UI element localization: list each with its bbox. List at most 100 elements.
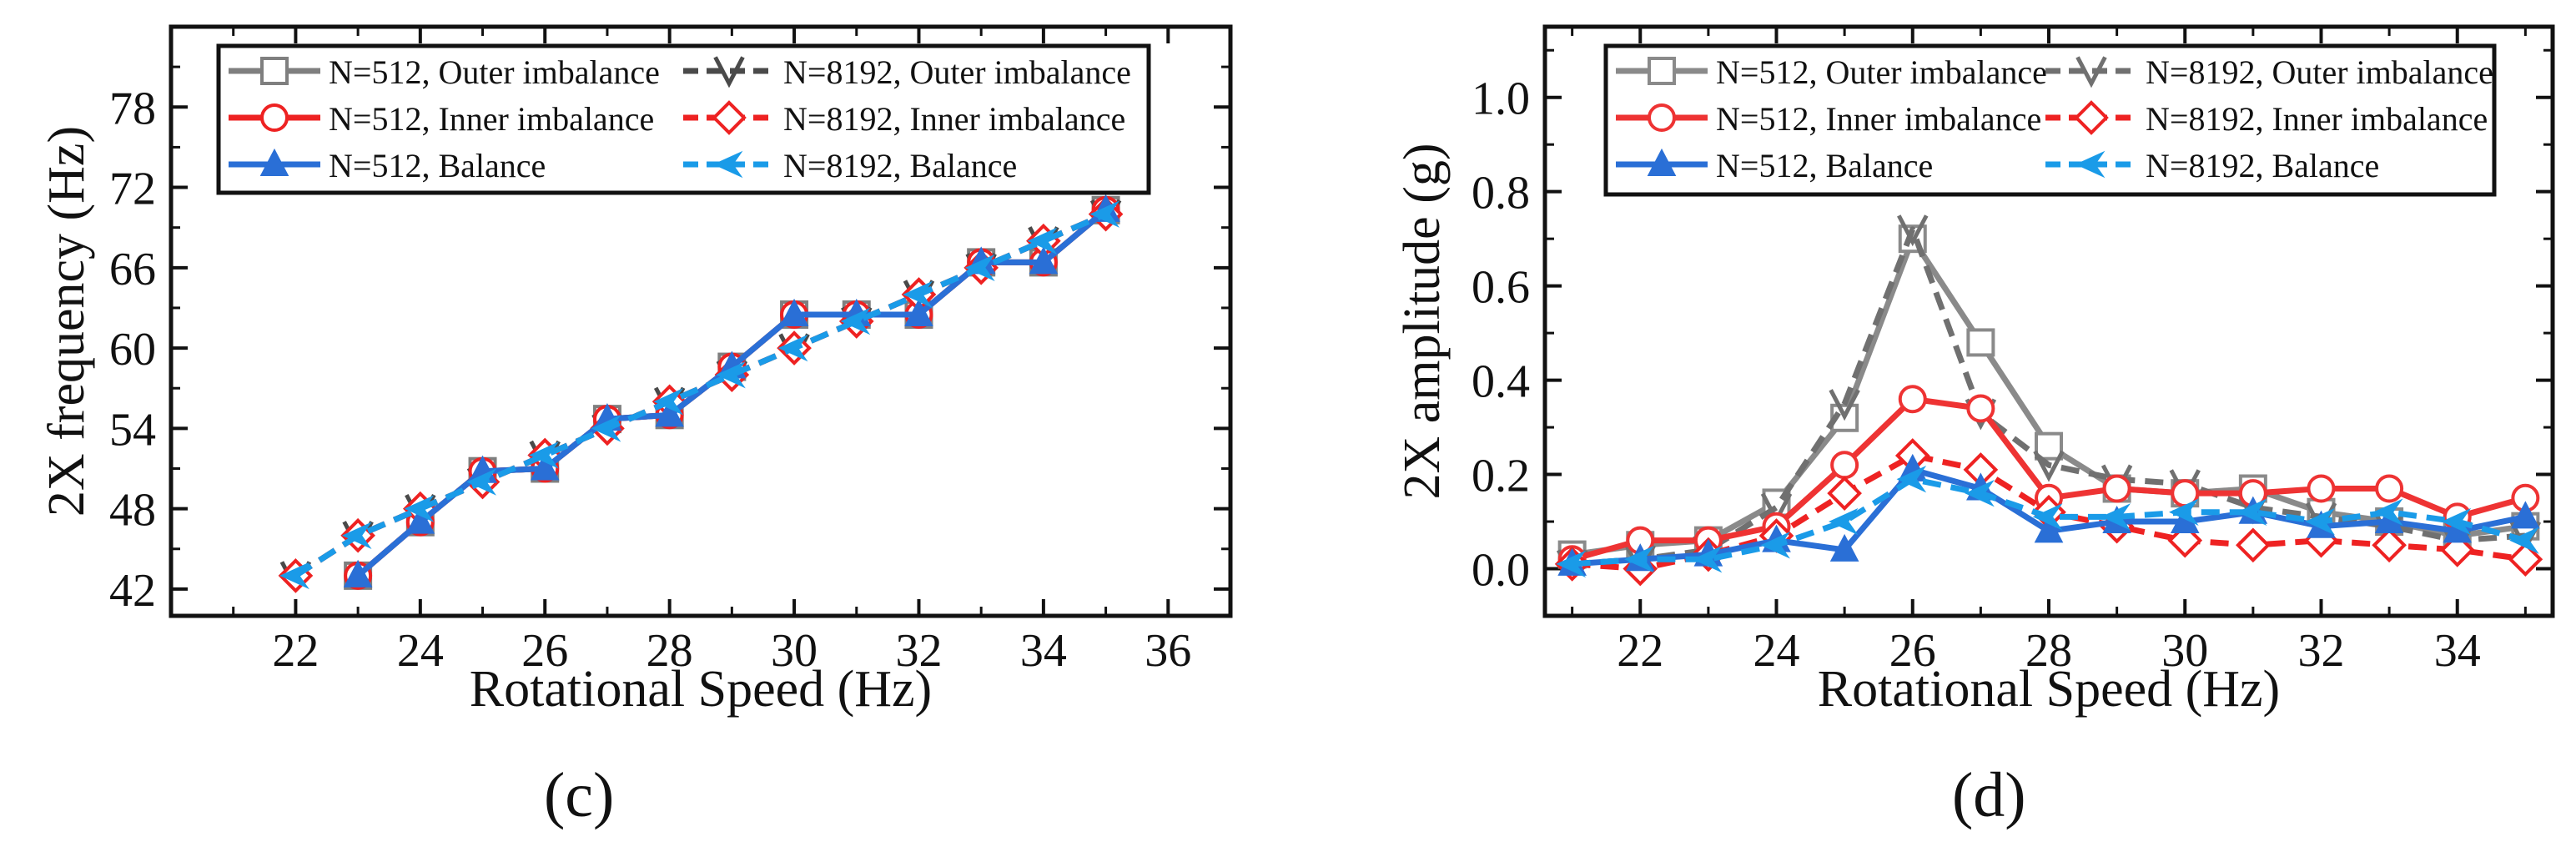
data-point	[1556, 550, 1587, 578]
data-point	[2035, 431, 2063, 461]
x-tick-label: 24	[397, 625, 444, 677]
data-point	[1966, 328, 1995, 357]
series-line	[1572, 226, 2526, 567]
data-point	[653, 388, 684, 416]
y-tick-label: 54	[109, 404, 156, 456]
plot-frame	[169, 24, 1233, 618]
x-tick-label: 22	[272, 625, 319, 677]
legend-label: N=8192, Outer imbalance	[2146, 53, 2493, 91]
legend-label: N=512, Outer imbalance	[1716, 53, 2047, 91]
y-tick-label: 0.8	[1472, 168, 1530, 219]
legend-marker	[1648, 57, 1676, 85]
legend-marker	[260, 103, 289, 132]
x-tick-label: 22	[1617, 625, 1663, 677]
x-tick-label: 34	[2434, 625, 2481, 677]
legend-label: N=8192, Inner imbalance	[783, 100, 1125, 138]
data-point	[1089, 200, 1120, 228]
data-point	[655, 399, 684, 427]
data-point	[2169, 498, 2199, 526]
x-tick-label: 36	[1145, 625, 1191, 677]
data-point	[1829, 389, 1860, 421]
data-point	[779, 298, 809, 326]
panel-label-c: (c)	[544, 760, 615, 830]
data-point	[964, 254, 995, 282]
data-point	[2307, 474, 2336, 503]
panel-label-d: (d)	[1952, 760, 2026, 830]
data-point	[1760, 532, 1790, 559]
data-point	[2034, 515, 2064, 543]
data-point	[2236, 498, 2267, 526]
x-tick-label: 28	[647, 625, 693, 677]
x-tick-label: 24	[1753, 625, 1800, 677]
legend-marker	[259, 148, 289, 176]
data-point	[530, 452, 560, 481]
x-tick-label: 26	[521, 625, 568, 677]
data-point	[903, 280, 933, 309]
data-point	[2511, 501, 2540, 529]
y-tick-label: 72	[109, 164, 156, 215]
legend-label: N=512, Inner imbalance	[1716, 100, 2041, 138]
series-5	[279, 200, 1120, 590]
data-point	[1830, 451, 1859, 480]
x-tick-label: 34	[1020, 625, 1067, 677]
y-axis-label: 2X amplitude (g)	[1394, 143, 1451, 499]
data-point	[1828, 507, 1859, 536]
legend-marker	[2075, 56, 2107, 88]
series-5	[1556, 465, 2539, 578]
data-point	[1966, 394, 1995, 423]
data-point	[529, 441, 559, 469]
y-axis-label: 2X frequency (Hz)	[38, 126, 95, 517]
data-point	[1692, 546, 1723, 573]
x-tick-label: 32	[2297, 625, 2344, 677]
legend-label: N=8192, Balance	[783, 147, 1017, 184]
data-point	[2375, 474, 2404, 503]
data-point	[777, 334, 808, 362]
x-tick-label: 28	[2025, 625, 2072, 677]
legend-label: N=512, Outer imbalance	[329, 53, 660, 91]
legend: N=512, Outer imbalance N=8192, Outer imba…	[216, 43, 1151, 195]
data-point	[2236, 527, 2271, 563]
data-point	[2305, 507, 2335, 536]
data-point	[1029, 246, 1059, 275]
legend-marker	[713, 56, 745, 88]
y-tick-label: 0.0	[1472, 545, 1530, 597]
legend-marker	[712, 150, 743, 179]
x-axis-label: Rotational Speed (Hz)	[470, 661, 932, 718]
legend-label: N=8192, Inner imbalance	[2146, 100, 2488, 138]
data-point	[2372, 498, 2403, 526]
data-point	[343, 559, 373, 587]
y-tick-label: 48	[109, 485, 156, 537]
data-point	[1829, 533, 1859, 562]
data-point	[341, 522, 372, 549]
x-tick-label: 30	[2161, 625, 2208, 677]
y-tick-label: 0.2	[1472, 451, 1530, 502]
data-point	[1898, 385, 1927, 414]
y-tick-label: 0.4	[1472, 356, 1530, 408]
y-tick-label: 42	[109, 565, 156, 617]
data-point	[466, 468, 496, 496]
data-point	[404, 495, 435, 522]
series-line	[294, 211, 1107, 578]
data-point	[716, 360, 746, 389]
data-point	[2101, 503, 2131, 531]
y-tick-label: 66	[109, 244, 156, 295]
legend-label: N=512, Balance	[329, 147, 546, 184]
data-point	[2032, 503, 2063, 531]
legend-label: N=512, Balance	[1716, 147, 1933, 184]
data-point	[840, 307, 871, 335]
legend-label: N=512, Inner imbalance	[329, 100, 654, 138]
legend-marker	[260, 57, 289, 85]
data-point	[1965, 479, 1995, 507]
legend: N=512, Outer imbalance N=8192, Outer imba…	[1603, 43, 2497, 197]
y-tick-label: 1.0	[1472, 73, 1530, 125]
data-point	[1827, 476, 1862, 511]
data-point	[2033, 450, 2065, 482]
data-point	[2102, 474, 2131, 503]
data-point	[904, 298, 933, 326]
data-point	[2372, 527, 2407, 563]
legend-marker	[712, 100, 747, 135]
data-point	[279, 562, 309, 590]
